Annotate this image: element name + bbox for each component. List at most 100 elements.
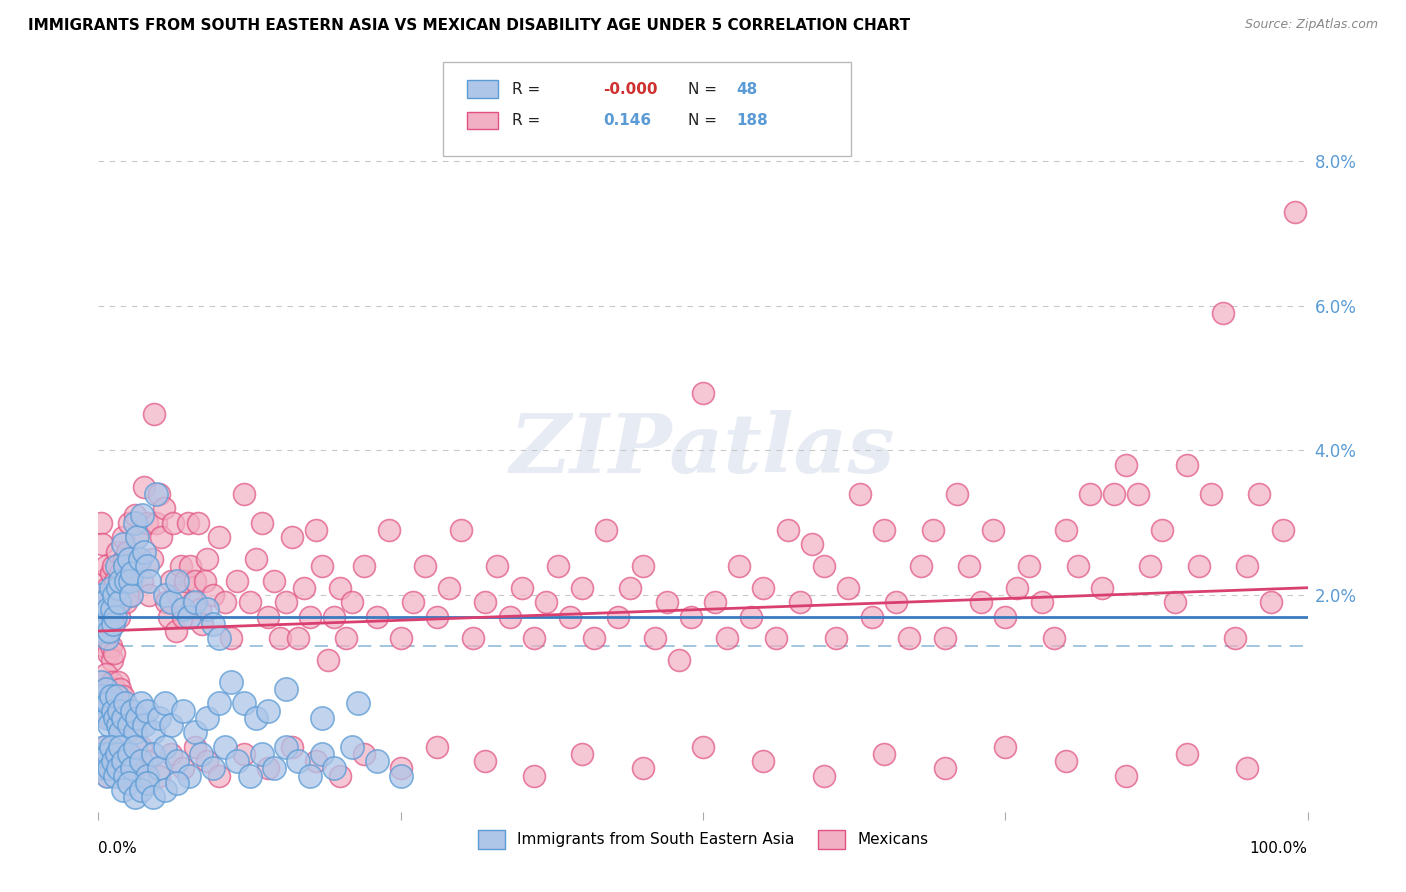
Point — [104, 711, 127, 725]
Text: ZIPatlas: ZIPatlas — [510, 410, 896, 491]
Point — [232, 747, 254, 761]
Point — [256, 704, 278, 718]
Point — [281, 739, 304, 754]
Point — [1078, 487, 1101, 501]
Point — [195, 754, 218, 768]
Point — [957, 559, 980, 574]
Point — [250, 516, 273, 530]
Point — [1018, 559, 1040, 574]
Point — [232, 487, 254, 501]
Point — [558, 609, 581, 624]
Point — [104, 609, 127, 624]
Point — [152, 501, 174, 516]
Point — [437, 581, 460, 595]
Point — [474, 595, 496, 609]
Point — [138, 574, 160, 588]
Point — [813, 769, 835, 783]
Point — [1067, 559, 1090, 574]
Point — [402, 595, 425, 609]
Point — [1199, 487, 1222, 501]
Point — [105, 754, 128, 768]
Point — [177, 516, 200, 530]
Point — [118, 747, 141, 761]
Point — [104, 769, 127, 783]
Point — [100, 595, 122, 609]
Point — [226, 574, 249, 588]
Point — [98, 624, 121, 639]
Point — [316, 653, 339, 667]
Point — [679, 609, 702, 624]
Point — [202, 616, 225, 631]
Point — [292, 581, 315, 595]
Point — [849, 487, 872, 501]
Point — [837, 581, 859, 595]
Point — [124, 739, 146, 754]
Point — [655, 595, 678, 609]
Point — [110, 595, 132, 609]
Point — [239, 769, 262, 783]
Point — [274, 739, 297, 754]
Point — [131, 508, 153, 523]
Point — [108, 609, 131, 624]
Point — [97, 681, 120, 696]
Point — [366, 754, 388, 768]
Point — [91, 696, 114, 710]
Point — [91, 747, 114, 761]
Point — [172, 602, 194, 616]
Point — [90, 516, 112, 530]
Point — [1042, 632, 1064, 646]
Point — [776, 523, 799, 537]
Point — [118, 718, 141, 732]
Point — [1188, 559, 1211, 574]
Point — [166, 574, 188, 588]
Point — [91, 609, 114, 624]
Point — [112, 551, 135, 566]
Point — [274, 595, 297, 609]
Point — [800, 537, 823, 551]
Point — [114, 559, 136, 574]
Point — [105, 747, 128, 761]
Point — [1054, 523, 1077, 537]
Point — [299, 769, 322, 783]
Point — [121, 566, 143, 581]
Point — [523, 769, 546, 783]
Point — [389, 769, 412, 783]
Point — [100, 689, 122, 703]
Point — [463, 632, 485, 646]
Point — [523, 632, 546, 646]
Point — [118, 551, 141, 566]
Point — [91, 674, 114, 689]
Point — [101, 559, 124, 574]
Point — [195, 551, 218, 566]
Point — [135, 704, 157, 718]
Point — [111, 530, 134, 544]
Point — [181, 595, 204, 609]
Point — [765, 632, 787, 646]
Point — [1175, 747, 1198, 761]
Point — [127, 530, 149, 544]
Point — [93, 588, 115, 602]
Point — [94, 616, 117, 631]
Point — [138, 588, 160, 602]
Point — [195, 711, 218, 725]
Point — [184, 725, 207, 739]
Point — [111, 783, 134, 797]
Point — [208, 632, 231, 646]
Point — [93, 639, 115, 653]
Point — [93, 739, 115, 754]
Point — [208, 769, 231, 783]
Text: R =: R = — [512, 82, 540, 96]
Point — [631, 559, 654, 574]
Point — [299, 609, 322, 624]
Point — [1115, 769, 1137, 783]
Point — [160, 747, 183, 761]
Point — [101, 754, 124, 768]
Point — [90, 674, 112, 689]
Point — [486, 559, 509, 574]
Point — [187, 516, 209, 530]
Point — [1249, 487, 1271, 501]
Point — [167, 588, 190, 602]
Point — [153, 588, 176, 602]
Point — [740, 609, 762, 624]
Point — [166, 754, 188, 768]
